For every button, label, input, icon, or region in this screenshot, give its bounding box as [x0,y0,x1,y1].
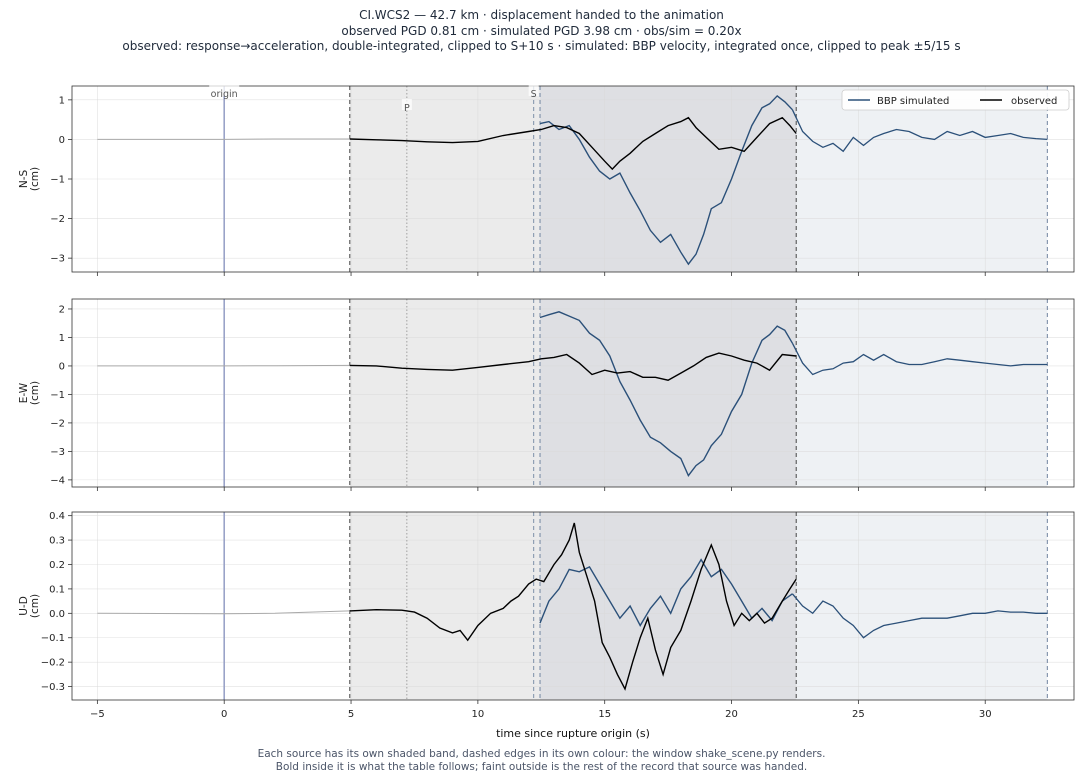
panel-frame [71,511,1075,701]
panel-plot-area [72,86,1074,272]
y-tick-label: 0 [59,361,65,372]
y-tick-label: −1 [50,175,65,186]
y-axis-label: (cm) [29,594,41,618]
y-tick-label: 0.2 [49,560,65,571]
simulated-trace [539,94,793,266]
p-marker-label: P [404,103,410,114]
x-tick-label: 15 [598,709,611,720]
y-tick-label: 1 [59,333,65,344]
x-tick-label: 0 [221,709,227,720]
marker-label-bg [209,85,240,96]
s-marker-label: S [531,89,537,100]
y-tick-label: −4 [50,475,65,486]
simulated-trace-outside [791,342,1048,376]
figure-header: CI.WCS2 — 42.7 km · displacement handed … [0,8,1083,55]
x-axis-label: time since rupture origin (s) [496,727,650,740]
marker-label-bg [528,85,539,96]
y-tick-label: −2 [50,214,65,225]
x-tick-label: 25 [852,709,865,720]
observed-trace [349,116,797,171]
figure-footer: Each source has its own shaded band, das… [0,748,1083,773]
marker-label-bg [401,99,412,110]
observed-trace-faint [97,610,350,615]
x-tick-label: 5 [348,709,354,720]
x-tick-label: −5 [90,709,105,720]
y-tick-label: −1 [50,390,65,401]
y-tick-label: −3 [50,447,65,458]
window-overlap-band [540,299,797,487]
y-axis-label: E-W [18,382,30,403]
y-tick-label: −3 [50,254,65,265]
observed-trace [349,352,797,381]
legend: BBP simulated observed [841,89,1070,111]
y-tick-label: −2 [50,418,65,429]
y-tick-label: 2 [59,304,65,315]
title-line-3: observed: response→acceleration, double-… [122,39,961,53]
x-tick-label: 10 [472,709,485,720]
legend-box [841,89,1070,111]
y-tick-label: 0.1 [49,584,65,595]
y-axis-label: (cm) [29,167,41,191]
x-tick-label: 30 [979,709,992,720]
window-overlap-band [540,512,797,700]
panel-plot-area [72,512,1074,700]
legend-label-simulated: BBP simulated [877,96,949,107]
panel-ud: −0.3 −0.2 −0.1 0.0 0.1 0.2 0.3 0.4 U-D (cm) −5 0 5 10… [18,511,1075,740]
footer-line-1: Each source has its own shaded band, das… [257,748,826,760]
y-tick-label: −0.3 [41,682,65,693]
y-tick-label: −0.2 [41,658,65,669]
footer-line-2: Bold inside it is what the table follows… [275,760,808,773]
panel-ew: −4 −3 −2 −1 0 1 2 E-W (cm) [18,298,1075,491]
y-axis-label: U-D [18,596,30,616]
panel-frame [71,298,1075,488]
y-axis-label: (cm) [29,381,41,405]
panel-plot-area [72,299,1074,487]
simulated-trace-outside [791,109,1048,153]
x-tick-label: 20 [725,709,738,720]
y-tick-label: 1 [59,95,65,106]
simulated-trace [539,311,794,477]
y-tick-label: 0.3 [49,536,65,547]
title-line-1: CI.WCS2 — 42.7 km · displacement handed … [359,8,724,22]
panel-ns: −3 −2 −1 0 1 N-S (cm) origin P S BBP simulated obse… [18,85,1075,276]
y-tick-label: 0.0 [49,609,65,620]
y-axis-label: N-S [18,170,30,189]
simulated-trace [539,558,793,627]
observed-trace [349,522,797,691]
legend-label-observed: observed [1011,96,1057,107]
simulated-trace-outside [791,593,1048,639]
y-tick-label: −0.1 [41,633,65,644]
title-line-2: observed PGD 0.81 cm · simulated PGD 3.9… [341,23,742,38]
y-tick-label: 0 [59,135,65,146]
origin-marker-label: origin [211,89,238,100]
observed-trace-faint [97,364,350,367]
y-tick-label: 0.4 [49,511,65,522]
